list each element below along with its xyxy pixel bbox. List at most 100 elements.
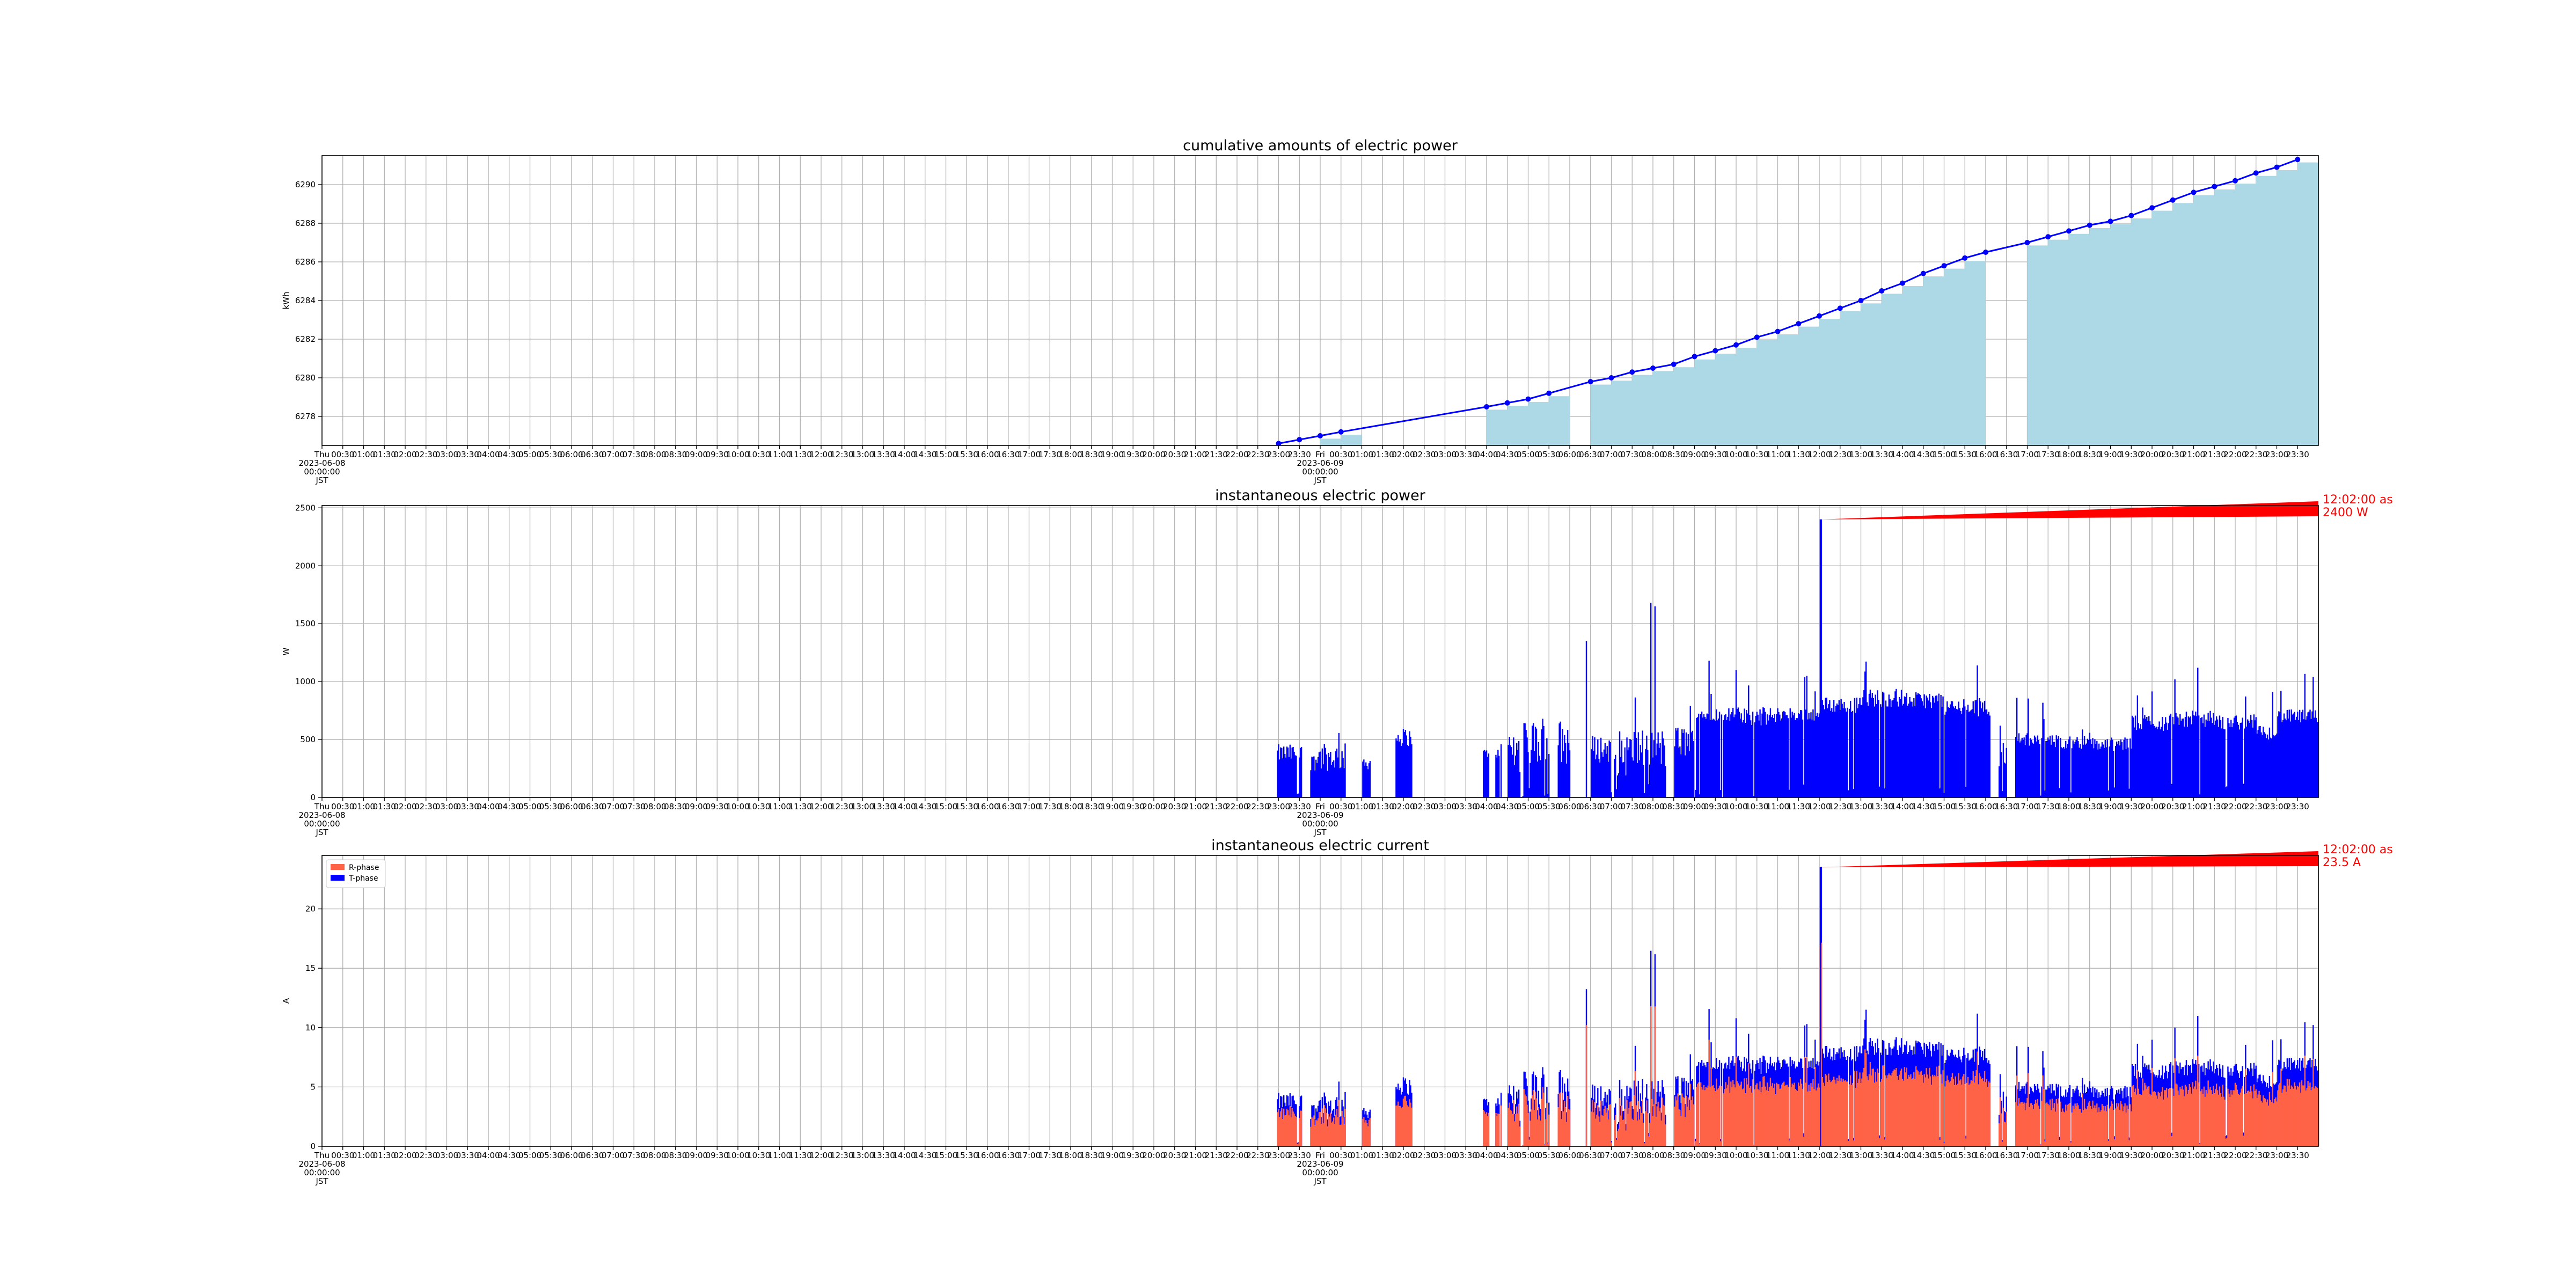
x-tick-label: 12:00 xyxy=(1807,450,1831,459)
x-tick-label: 12:30 xyxy=(1828,450,1851,459)
data-point xyxy=(1713,348,1718,354)
x-tick-label: 23:30 xyxy=(2286,1151,2309,1160)
data-point xyxy=(1318,433,1323,438)
x-tick-label: 09:30 xyxy=(706,1151,729,1160)
x-axis: Thu 2023-06-08 00:00:00 JST00:3001:0001:300… xyxy=(298,1146,2309,1186)
x-tick-label: 08:00 xyxy=(1641,1151,1664,1160)
x-tick-label: 10:00 xyxy=(726,802,749,811)
x-tick-label: 17:30 xyxy=(1038,802,1062,811)
x-tick-label: 03:30 xyxy=(1454,802,1477,811)
x-tick-label: 08:30 xyxy=(1662,1151,1685,1160)
x-tick-label: 02:00 xyxy=(393,1151,416,1160)
x-tick-label: 04:30 xyxy=(1496,1151,1519,1160)
data-point xyxy=(1484,404,1489,409)
area-segment xyxy=(1320,435,1362,445)
x-tick-label: 03:30 xyxy=(456,802,479,811)
x-tick-label: 11:30 xyxy=(789,802,812,811)
data-point xyxy=(1754,334,1760,340)
x-tick-label: 23:00 xyxy=(2265,802,2288,811)
x-tick-label: 06:00 xyxy=(1558,802,1581,811)
x-tick-label: 14:30 xyxy=(1912,450,1935,459)
annotation-arrow xyxy=(1820,851,2318,868)
x-tick-label: 17:00 xyxy=(1018,802,1041,811)
x-tick-label: 01:00 xyxy=(1350,450,1373,459)
x-tick-label: 16:00 xyxy=(1974,450,1997,459)
x-tick-label: 15:30 xyxy=(955,450,978,459)
x-tick-label: 10:30 xyxy=(747,802,770,811)
x-tick-label: 12:30 xyxy=(830,802,853,811)
x-tick-label: 03:00 xyxy=(1433,802,1457,811)
x-tick-label: 23:00 xyxy=(1267,450,1290,459)
x-tick-label: 15:30 xyxy=(1953,802,1977,811)
y-tick-label: 2000 xyxy=(295,561,316,570)
x-tick-label: 11:30 xyxy=(789,450,812,459)
x-tick-label: 08:30 xyxy=(664,450,687,459)
x-tick-label: 22:00 xyxy=(1225,450,1248,459)
x-tick-label: 09:30 xyxy=(706,450,729,459)
data-point xyxy=(1587,379,1593,385)
legend-swatch xyxy=(331,875,345,881)
data-point xyxy=(2107,218,2113,224)
x-tick-label: 15:00 xyxy=(1933,1151,1956,1160)
x-tick-label: 17:00 xyxy=(1018,450,1041,459)
area-segment xyxy=(2027,162,2318,446)
x-tick-label: 11:30 xyxy=(1787,450,1810,459)
x-tick-label: 16:30 xyxy=(997,802,1020,811)
x-tick-label: 17:30 xyxy=(2037,450,2060,459)
x-tick-label: 21:30 xyxy=(1205,802,1228,811)
x-tick-label: 07:30 xyxy=(623,1151,646,1160)
x-tick-label: 04:00 xyxy=(477,1151,500,1160)
y-tick-label: 0 xyxy=(310,1141,316,1151)
x-tick-label: 10:30 xyxy=(1745,1151,1768,1160)
x-tick-label: 05:00 xyxy=(518,450,541,459)
x-tick-label: 07:30 xyxy=(623,802,646,811)
x-tick-label: 02:00 xyxy=(1392,1151,1415,1160)
x-tick-label: 02:30 xyxy=(414,802,437,811)
y-tick-label: 0 xyxy=(310,793,316,802)
x-tick-label: 03:30 xyxy=(456,1151,479,1160)
x-tick-label: 00:30 xyxy=(1329,802,1352,811)
x-tick-label: 08:30 xyxy=(1662,450,1685,459)
x-tick-label: 16:30 xyxy=(997,1151,1020,1160)
x-tick-label: 13:00 xyxy=(1849,1151,1872,1160)
x-tick-label: 04:30 xyxy=(497,1151,521,1160)
x-tick-label: 03:30 xyxy=(1454,450,1477,459)
area-segment xyxy=(1487,396,1570,445)
x-tick-label: 08:00 xyxy=(643,1151,666,1160)
x-tick-label: 02:30 xyxy=(414,450,437,459)
x-tick-label: 22:30 xyxy=(2244,450,2267,459)
x-tick-label: 02:30 xyxy=(1413,450,1436,459)
data-point xyxy=(2191,189,2197,195)
x-tick-label: 13:00 xyxy=(1849,450,1872,459)
data-point xyxy=(1338,429,1344,435)
x-tick-label: Thu 2023-06-08 00:00:00 JST xyxy=(298,1151,345,1186)
power-bars xyxy=(1277,519,2319,797)
y-tick-label: 6282 xyxy=(295,334,316,344)
x-tick-label: 16:00 xyxy=(1974,1151,1997,1160)
y-tick-label: 1500 xyxy=(295,619,316,628)
x-tick-label: 05:00 xyxy=(1517,1151,1540,1160)
x-tick-label: 20:00 xyxy=(1142,450,1165,459)
x-tick-label: 14:30 xyxy=(913,450,936,459)
data-point xyxy=(1858,298,1864,303)
x-tick-label: 23:00 xyxy=(1267,1151,1290,1160)
x-tick-label: 02:00 xyxy=(1392,802,1415,811)
x-tick-label: 02:00 xyxy=(1392,450,1415,459)
x-tick-label: 14:00 xyxy=(1891,450,1914,459)
y-axis-label: W xyxy=(281,647,291,655)
gridlines xyxy=(321,506,2319,798)
x-tick-label: 01:00 xyxy=(1350,1151,1373,1160)
data-point xyxy=(1920,270,1926,276)
x-tick-label: 10:00 xyxy=(1724,1151,1747,1160)
x-tick-label: 02:30 xyxy=(1413,802,1436,811)
x-tick-label: 14:00 xyxy=(892,450,916,459)
data-point xyxy=(1962,255,1968,261)
x-tick-label: 16:30 xyxy=(1995,802,2018,811)
x-tick-label: 01:30 xyxy=(373,1151,396,1160)
data-point xyxy=(1796,321,1802,327)
data-point xyxy=(2128,213,2134,218)
x-tick-label: 03:00 xyxy=(1433,450,1457,459)
x-tick-label: 21:30 xyxy=(1205,450,1228,459)
data-point xyxy=(1837,305,1843,311)
x-tick-label: 01:30 xyxy=(373,450,396,459)
